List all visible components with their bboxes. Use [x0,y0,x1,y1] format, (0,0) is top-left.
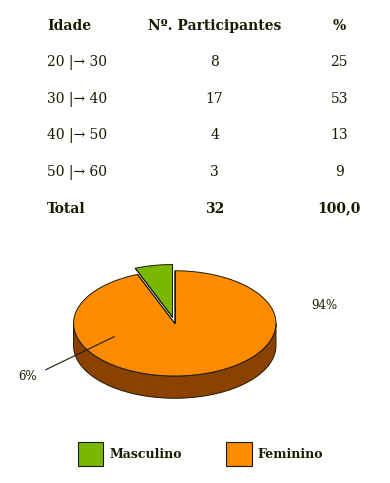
Text: 40 |→ 50: 40 |→ 50 [47,128,107,143]
Text: 6%: 6% [18,369,37,383]
Text: 50 |→ 60: 50 |→ 60 [47,165,107,180]
Text: 17: 17 [206,92,223,106]
Bar [78,442,103,466]
Text: 20 |→ 30: 20 |→ 30 [47,55,107,70]
Bar [226,442,252,466]
Text: 3: 3 [210,165,219,179]
Text: 9: 9 [335,165,344,179]
Polygon shape [74,323,276,398]
Text: 8: 8 [210,55,219,69]
Text: Total: Total [47,202,85,216]
Polygon shape [74,271,276,376]
Text: 53: 53 [331,92,348,106]
Text: 4: 4 [210,128,219,142]
Text: Masculino: Masculino [109,448,182,460]
Text: 100,0: 100,0 [317,202,361,216]
Text: 25: 25 [331,55,348,69]
Text: %: % [333,18,346,32]
Text: 94%: 94% [311,298,337,312]
Text: Idade: Idade [47,18,91,32]
Text: 13: 13 [330,128,348,142]
Text: 30 |→ 40: 30 |→ 40 [47,92,107,107]
Polygon shape [135,265,172,317]
Text: 32: 32 [205,202,224,216]
Text: Feminino: Feminino [257,448,323,460]
Text: Nº. Participantes: Nº. Participantes [148,18,281,32]
